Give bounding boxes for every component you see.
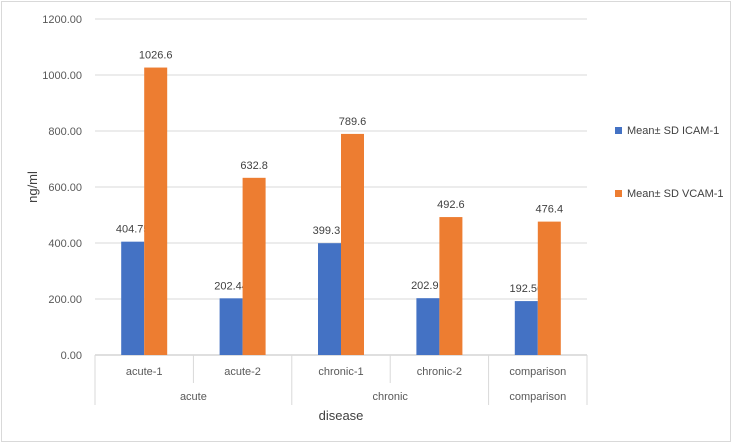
bar-icam-1 — [318, 243, 341, 355]
data-label: 202.91 — [411, 280, 445, 292]
y-tick-label: 1000.00 — [42, 70, 82, 82]
x-axis-title: disease — [319, 408, 364, 423]
data-label: 192.56 — [509, 283, 543, 295]
x-group-label: comparison — [509, 391, 566, 403]
data-label: 1026.6 — [139, 50, 173, 62]
x-tick-label: acute-1 — [126, 366, 163, 378]
data-label: 632.8 — [240, 160, 268, 172]
bar-vcam-1 — [144, 67, 168, 355]
data-label: 476.4 — [536, 204, 564, 216]
x-tick-label: comparison — [509, 366, 566, 378]
legend-swatch — [615, 190, 622, 197]
y-tick-label: 600.00 — [48, 182, 82, 194]
data-label: 202.44 — [214, 280, 248, 292]
bar-icam-1 — [121, 241, 145, 355]
bar-vcam-1 — [439, 217, 463, 355]
data-label: 404.75 — [116, 224, 150, 236]
y-axis-title: ng/ml — [25, 171, 40, 203]
bar-vcam-1 — [341, 133, 364, 355]
y-tick-label: 0.00 — [61, 350, 82, 362]
x-tick-label: acute-2 — [224, 366, 261, 378]
y-tick-label: 200.00 — [48, 294, 82, 306]
x-tick-label: chronic-1 — [318, 366, 363, 378]
bar-icam-1 — [416, 298, 440, 355]
legend-label: Mean± SD VCAM-1 — [627, 188, 724, 200]
y-tick-label: 1200.00 — [42, 14, 82, 26]
x-group-label: acute — [180, 391, 207, 403]
bar-vcam-1 — [537, 221, 561, 355]
data-label: 492.6 — [437, 199, 465, 211]
bar-vcam-1 — [242, 177, 266, 355]
bar-icam-1 — [514, 301, 538, 355]
bar-icam-1 — [219, 298, 243, 355]
x-tick-label: chronic-2 — [417, 366, 462, 378]
y-tick-label: 800.00 — [48, 126, 82, 138]
data-label: 399.31 — [313, 225, 347, 237]
data-label: 789.6 — [339, 116, 367, 128]
legend-swatch — [615, 127, 622, 134]
y-tick-label: 400.00 — [48, 238, 82, 250]
x-group-label: chronic — [372, 391, 408, 403]
legend-label: Mean± SD ICAM-1 — [627, 125, 719, 137]
